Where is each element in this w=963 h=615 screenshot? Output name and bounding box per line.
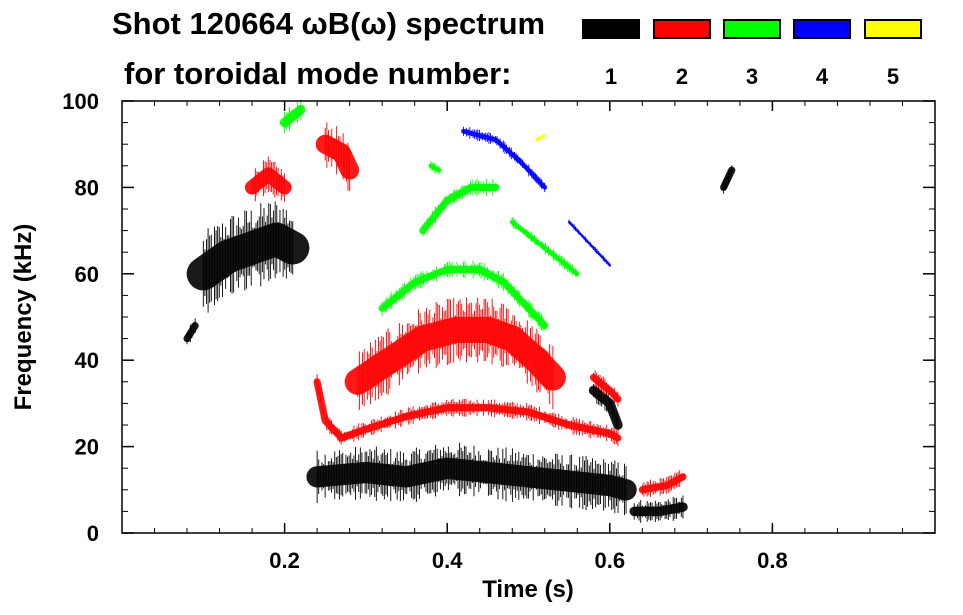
spectrogram-marks: [183, 99, 736, 523]
chart-title-line-2: for toroidal mode number:: [124, 56, 512, 91]
x-tick-label: 0.8: [757, 548, 788, 573]
series-mode-4: [461, 126, 611, 268]
series-mode-3: [279, 99, 580, 331]
legend-swatch-mode-4: [793, 19, 851, 39]
y-tick-label: 20: [75, 435, 99, 460]
y-tick-label: 0: [87, 521, 99, 546]
legend-swatch-mode-2: [653, 19, 711, 39]
y-tick-label: 100: [62, 89, 99, 114]
y-axis-label: Frequency (kHz): [10, 224, 37, 411]
series-mode-1: [183, 165, 736, 523]
legend-label-mode-1: 1: [604, 64, 618, 89]
x-tick-label: 0.4: [432, 548, 463, 573]
legend-swatch-mode-3: [723, 19, 781, 39]
y-tick-label: 80: [75, 175, 99, 200]
y-tick-label: 40: [75, 348, 99, 373]
series-mode-2: [244, 122, 687, 498]
axes: 0.2 0.4 0.6 0.8 0 20 40 60 80 100: [62, 89, 935, 573]
legend-swatch-mode-1: [582, 19, 640, 39]
legend-swatch-mode-5: [864, 19, 922, 39]
mode-4-band-0: [461, 128, 548, 190]
legend-label-mode-2: 2: [675, 64, 689, 89]
legend-label-mode-5: 5: [886, 64, 900, 89]
y-tick-label: 60: [75, 262, 99, 287]
legend-label-mode-3: 3: [745, 64, 759, 89]
series-mode-5: [535, 134, 546, 143]
x-axis-label: Time (s): [482, 576, 574, 603]
x-tick-label: 0.2: [269, 548, 300, 573]
legend-label-mode-4: 4: [815, 64, 829, 89]
x-tick-label: 0.6: [595, 548, 626, 573]
chart-title-line-1: Shot 120664 ωB(ω) spectrum: [112, 6, 546, 41]
